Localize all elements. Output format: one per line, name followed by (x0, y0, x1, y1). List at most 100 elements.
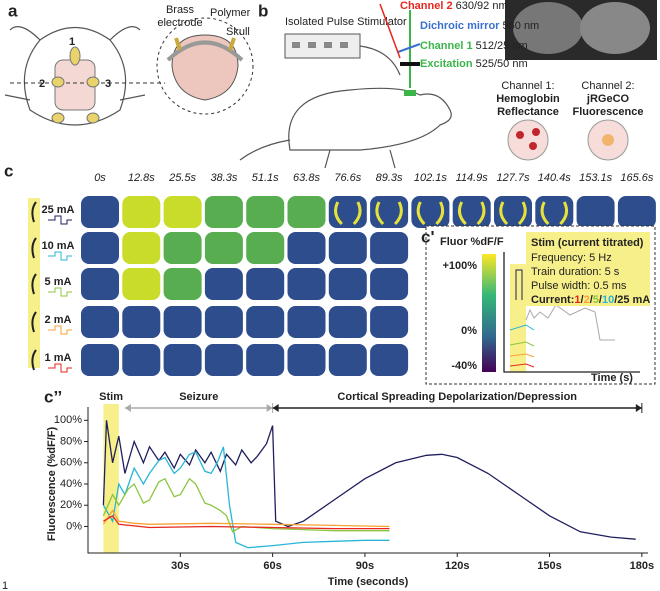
thumbnail (287, 344, 326, 376)
y-tick-label: 60% (60, 457, 82, 469)
thumbnail (122, 344, 161, 376)
stim-current-part: / (599, 294, 602, 306)
annotation: electrode (157, 17, 202, 29)
current-label: 5 mA (45, 276, 72, 288)
colorbar-tick: 0% (461, 325, 477, 337)
thumbnail-grid: 0s 12.8s 25.5s 38.3s 51.1s 63.8s 76.6s 89.3s 102… (31, 172, 656, 376)
stim-box (526, 232, 650, 306)
caption: Hemoglobin (496, 93, 560, 105)
time-label: 102.1s (414, 172, 448, 184)
stim-current-part: / (581, 294, 584, 306)
annotation: Skull (226, 26, 250, 38)
annotation: Channel 1 (420, 40, 473, 52)
pulse-icon (48, 215, 72, 225)
figure-number: 1 (2, 580, 8, 591)
time-label: 38.3s (210, 172, 237, 184)
annotation: 525/50 nm (476, 58, 528, 70)
x-tick-label: 180s (630, 560, 654, 572)
y-tick-label: 20% (60, 499, 82, 511)
stim-current: Current:1/2/5/10/25 mA (531, 294, 650, 306)
x-tick-label: 30s (171, 560, 189, 572)
panel-label: c' (421, 227, 435, 246)
stim-param: Train duration: 5 s (531, 266, 620, 278)
series-line (102, 420, 636, 540)
thumbnail (204, 196, 243, 228)
thumbnail (81, 268, 119, 300)
thumbnail (576, 196, 615, 228)
current-label: 2 mA (45, 314, 72, 326)
panel-label: c’’ (44, 387, 62, 406)
x-tick-label: 150s (537, 560, 561, 572)
annotation: Excitation (420, 58, 473, 70)
y-tick-label: 0% (66, 520, 82, 532)
annotation: Isolated Pulse Stimulator (285, 16, 407, 28)
thumbnail-wave (416, 201, 445, 226)
annotation: Polymer (210, 7, 251, 19)
y-tick-label: 40% (60, 478, 82, 490)
panel-label: c (4, 161, 13, 180)
csd-label: Cortical Spreading Depolarization/Depres… (337, 391, 577, 403)
y-tick-label: 100% (54, 414, 82, 426)
caption: Fluorescence (573, 106, 644, 118)
thumbnail-wave (540, 201, 569, 226)
stim-current-part: /25 mA (614, 294, 650, 306)
time-label: 114.9s (456, 172, 489, 184)
thumbnail (328, 344, 367, 376)
thumbnail (204, 232, 243, 264)
electrode-number: 3 (105, 78, 111, 90)
inset-x-label: Time (s) (591, 372, 633, 384)
annotation: 560 nm (503, 20, 540, 32)
time-label: 153.1s (579, 172, 613, 184)
thumbnail (246, 268, 285, 300)
thumbnail (328, 268, 367, 300)
thumbnail (246, 196, 285, 228)
caption: Reflectance (497, 106, 559, 118)
series-line (102, 509, 390, 528)
thumbnail (246, 344, 285, 376)
x-tick-label: 90s (356, 560, 374, 572)
time-label: 89.3s (376, 172, 403, 184)
electrode-number: 2 (39, 78, 45, 90)
time-label: 76.6s (334, 172, 361, 184)
y-axis-label: Fluorescence (%dF/F) (46, 427, 58, 542)
thumbnail (81, 232, 119, 264)
thumbnail (163, 306, 202, 338)
stim-current-part: 10 (602, 294, 614, 306)
arrow-icon (31, 237, 37, 259)
annotation: Brass (166, 4, 195, 16)
thumbnail (246, 232, 285, 264)
x-tick-label: 120s (445, 560, 469, 572)
mouse-head-drawing (4, 17, 254, 126)
thumbnail (204, 268, 243, 300)
series-line (102, 446, 390, 549)
annotation: Channel 1 512/25 nm (420, 40, 528, 52)
thumbnail (328, 306, 367, 338)
time-label: 140.4s (538, 172, 572, 184)
stim-title: Stim (current titrated) (531, 237, 644, 249)
stim-current-part: 1 (574, 294, 580, 306)
annotation: Channel 2 (400, 0, 453, 12)
arrow-icon (31, 311, 37, 333)
stim-param: Frequency: 5 Hz (531, 252, 612, 264)
thumbnail (122, 196, 161, 228)
thumbnail (287, 306, 326, 338)
x-axis-label: Time (seconds) (328, 576, 409, 588)
thumbnail (370, 232, 409, 264)
arrow-icon (31, 201, 37, 223)
current-label: 25 mA (41, 204, 74, 216)
chart: Stim Seizure Cortical Spreading Depolariza… (46, 391, 654, 588)
thumbnail (287, 196, 326, 228)
annotation: Excitation 525/50 nm (420, 58, 528, 70)
thumbnail-wave (457, 201, 486, 226)
time-label: 12.8s (128, 172, 155, 184)
thumbnail (204, 344, 243, 376)
time-label: 51.1s (252, 172, 279, 184)
colorbar-title: Fluor %dF/F (440, 236, 504, 248)
time-label: 25.5s (168, 172, 196, 184)
y-tick-label: 80% (60, 435, 82, 447)
series-line (102, 477, 390, 533)
thumbnail (287, 232, 326, 264)
stim-current-part: 2 (584, 294, 590, 306)
arrow-icon (31, 349, 37, 371)
time-label: 127.7s (496, 172, 530, 184)
